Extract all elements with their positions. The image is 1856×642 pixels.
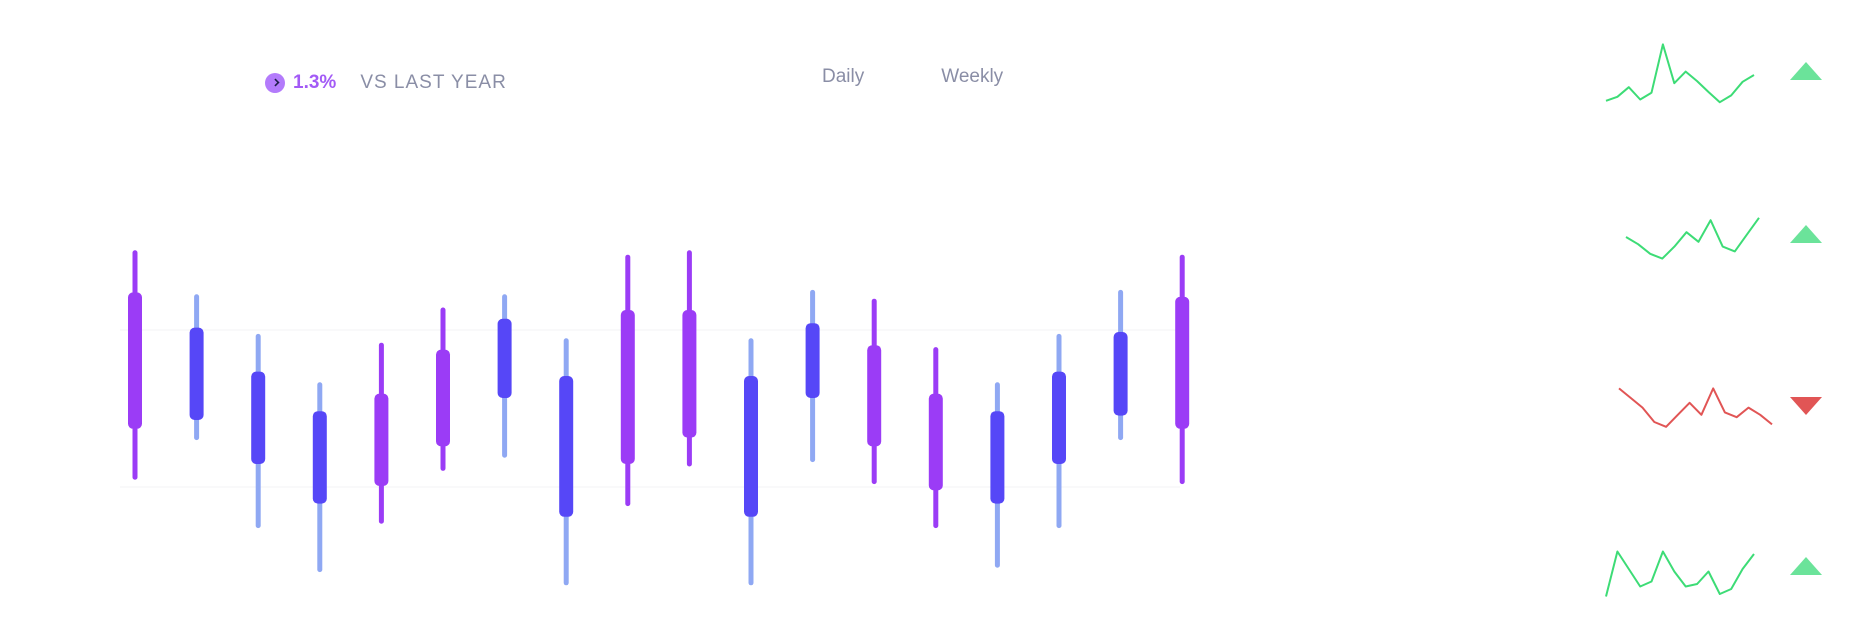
sparkline-path xyxy=(1625,217,1760,260)
trend-up-icon xyxy=(1790,557,1822,575)
candle-body xyxy=(189,327,204,420)
sparkline-1 xyxy=(1605,43,1755,104)
trend-up-icon xyxy=(1790,225,1822,243)
candle-body xyxy=(374,393,389,486)
candle-body xyxy=(312,411,327,504)
candle-body xyxy=(497,318,512,398)
sparkline-path xyxy=(1605,43,1755,104)
candlestick-chart xyxy=(120,250,1190,586)
sparkline-path xyxy=(1618,387,1773,428)
sparkline-2 xyxy=(1625,217,1760,260)
candle-body xyxy=(128,292,142,429)
candle-body xyxy=(928,393,943,491)
candle-body xyxy=(805,323,820,398)
candle-body xyxy=(251,371,266,464)
candle-body xyxy=(436,349,450,447)
change-summary: 1.3% VS LAST YEAR xyxy=(265,72,507,94)
candle-body xyxy=(744,376,758,517)
sparkline-3 xyxy=(1618,387,1773,428)
sparkline-path xyxy=(1605,550,1755,597)
candle-body xyxy=(1113,332,1128,416)
arrow-up-right-icon xyxy=(265,73,285,93)
comparison-label: VS LAST YEAR xyxy=(360,72,507,93)
trend-up-icon xyxy=(1790,62,1822,80)
sparkline-4 xyxy=(1605,550,1755,597)
candle-body xyxy=(1175,296,1190,429)
trend-down-icon xyxy=(1790,397,1822,415)
candle-body xyxy=(559,376,574,517)
candle-body xyxy=(867,345,882,447)
candle-body xyxy=(1052,371,1066,464)
candle-body xyxy=(990,411,1005,504)
change-percent: 1.3% xyxy=(293,72,337,93)
candle-body xyxy=(620,310,635,464)
tab-daily[interactable]: Daily xyxy=(822,66,865,87)
tab-weekly[interactable]: Weekly xyxy=(941,66,1004,87)
candle-body xyxy=(682,310,697,438)
period-tabs: Daily Weekly xyxy=(822,66,1003,88)
